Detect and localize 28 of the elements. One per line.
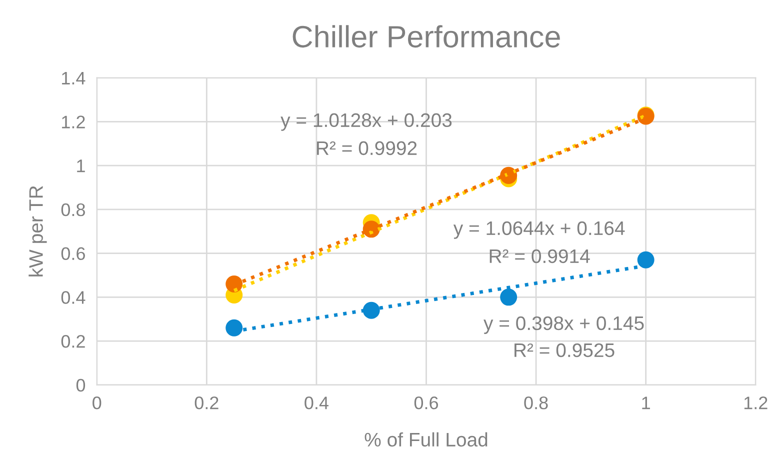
annotation: R² = 0.9914 <box>490 249 590 264</box>
y-tick-label: 0 <box>76 378 86 392</box>
y-tick-label: 0.4 <box>61 291 86 304</box>
y-tick-label: 1.4 <box>62 72 86 84</box>
annotation: y = 1.0644x + 0.164 <box>453 221 625 239</box>
chart-title: Chiller Performance <box>292 25 560 48</box>
x-tick-label: 0.2 <box>194 396 218 410</box>
x-tick-label: 0.6 <box>414 396 438 410</box>
annotation: R² = 0.9992 <box>317 141 417 156</box>
y-tick-label: 1.2 <box>62 116 85 128</box>
x-tick-label: 1.2 <box>744 396 768 410</box>
point <box>500 288 518 306</box>
x-tick-label: 0.4 <box>304 396 328 410</box>
point <box>226 319 243 336</box>
x-axis-title: % of Full Load <box>364 432 488 447</box>
y-tick-label: 0.8 <box>61 203 85 216</box>
y-tick-label: 1 <box>77 160 85 172</box>
point <box>362 302 380 319</box>
y-tick-label: 0.6 <box>61 247 85 260</box>
annotation: y = 1.0128x + 0.203 <box>280 113 452 131</box>
point <box>637 251 654 268</box>
x-tick-label: 0 <box>92 396 102 410</box>
x-tick-label: 1 <box>642 396 650 410</box>
annotation: R² = 0.9525 <box>514 343 614 358</box>
y-tick-label: 0.2 <box>61 334 85 348</box>
y-axis-title: kW per TR <box>28 186 47 276</box>
x-tick-label: 0.8 <box>524 396 548 410</box>
annotation: y = 0.398x + 0.145 <box>484 316 644 334</box>
